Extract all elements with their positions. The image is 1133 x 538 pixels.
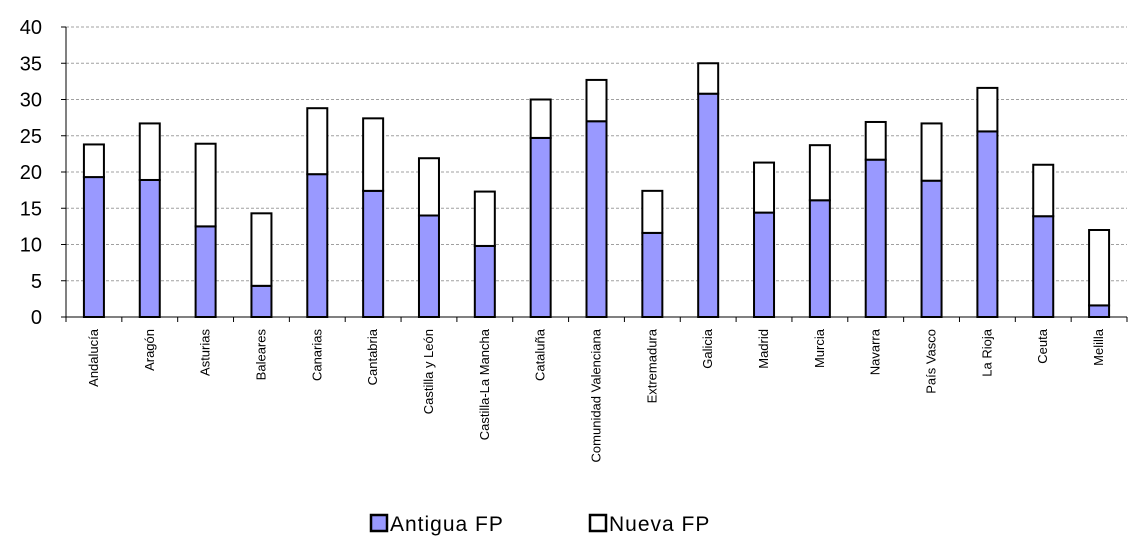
y-tick-label: 30: [20, 90, 42, 112]
bar-antigua-fp: [641, 231, 664, 318]
bars: [82, 62, 1111, 319]
bar-antigua-fp: [920, 179, 943, 318]
bar-nueva-fp: [976, 86, 999, 133]
axes: [61, 26, 1128, 322]
bar-nueva-fp: [585, 78, 608, 123]
bar-antigua-fp: [417, 214, 440, 318]
bar-antigua-fp: [306, 173, 329, 318]
y-tick-label: 40: [20, 17, 42, 39]
legend-label-antigua: Antigua FP: [390, 513, 504, 536]
y-tick-labels: 0 5 10 15 20 25 30 35 40: [20, 17, 42, 329]
bar-antigua-fp: [362, 189, 385, 319]
bar-nueva-fp: [417, 157, 440, 217]
bar-antigua-fp: [585, 120, 608, 318]
bar-nueva-fp: [753, 161, 776, 214]
bar-nueva-fp: [641, 189, 664, 234]
bar-nueva-fp: [1088, 229, 1111, 307]
bar-antigua-fp: [976, 130, 999, 318]
category-label: País Vasco: [924, 329, 939, 394]
y-tick-label: 5: [31, 271, 42, 293]
y-tick-label: 25: [20, 126, 42, 148]
bar-antigua-fp: [697, 92, 720, 318]
category-label: Aragón: [142, 329, 157, 371]
bar-antigua-fp: [808, 199, 831, 318]
bar-nueva-fp: [194, 142, 217, 228]
category-labels: Andalucía Aragón Asturias Baleares Canarias C…: [86, 328, 1106, 462]
y-tick-label: 10: [20, 235, 42, 257]
category-label: Navarra: [868, 328, 883, 375]
category-label: Melilla: [1091, 328, 1106, 366]
bar-antigua-fp: [753, 211, 776, 319]
bar-antigua-fp: [194, 225, 217, 318]
category-label: Castilla-La Mancha: [477, 328, 492, 440]
y-tick-label: 20: [20, 162, 42, 184]
bar-antigua-fp: [250, 284, 273, 319]
category-label: Andalucía: [86, 328, 101, 387]
bar-antigua-fp: [138, 178, 161, 318]
legend: Antigua FP Nueva FP: [369, 513, 710, 536]
bar-antigua-fp: [529, 136, 552, 318]
category-label: Castilla y León: [421, 329, 436, 414]
bar-antigua-fp: [1088, 304, 1111, 318]
category-label: La Rioja: [979, 328, 994, 376]
category-label: Murcia: [812, 328, 827, 368]
bar-nueva-fp: [82, 143, 105, 179]
category-label: Canarias: [309, 329, 324, 382]
y-tick-label: 15: [20, 198, 42, 220]
legend-swatch-antigua: [369, 513, 389, 533]
bar-nueva-fp: [250, 212, 273, 287]
bar-nueva-fp: [138, 122, 161, 181]
legend-label-nueva: Nueva FP: [609, 513, 710, 536]
bar-nueva-fp: [808, 144, 831, 202]
bar-antigua-fp: [473, 244, 496, 318]
category-label: Extremadura: [644, 328, 659, 403]
category-label: Baleares: [253, 329, 268, 381]
bar-nueva-fp: [697, 62, 720, 95]
category-label: Galicia: [700, 328, 715, 369]
category-label: Cantabria: [365, 328, 380, 385]
bar-nueva-fp: [362, 117, 385, 192]
category-label: Ceuta: [1035, 328, 1050, 363]
bar-antigua-fp: [1032, 215, 1055, 319]
bar-antigua-fp: [864, 158, 887, 318]
bar-antigua-fp: [82, 176, 105, 318]
bar-nueva-fp: [1032, 163, 1055, 218]
bar-nueva-fp: [920, 122, 943, 182]
category-label: Asturias: [198, 329, 213, 376]
y-tick-label: 35: [20, 53, 42, 75]
category-label: Madrid: [756, 329, 771, 369]
bar-nueva-fp: [306, 107, 329, 176]
bar-nueva-fp: [473, 190, 496, 247]
bar-nueva-fp: [529, 98, 552, 139]
legend-swatch-nueva: [588, 513, 608, 533]
category-label: Comunidad Valenciana: [589, 328, 604, 462]
y-tick-label: 0: [31, 307, 42, 329]
bar-nueva-fp: [864, 120, 887, 161]
category-label: Cataluña: [533, 328, 548, 381]
